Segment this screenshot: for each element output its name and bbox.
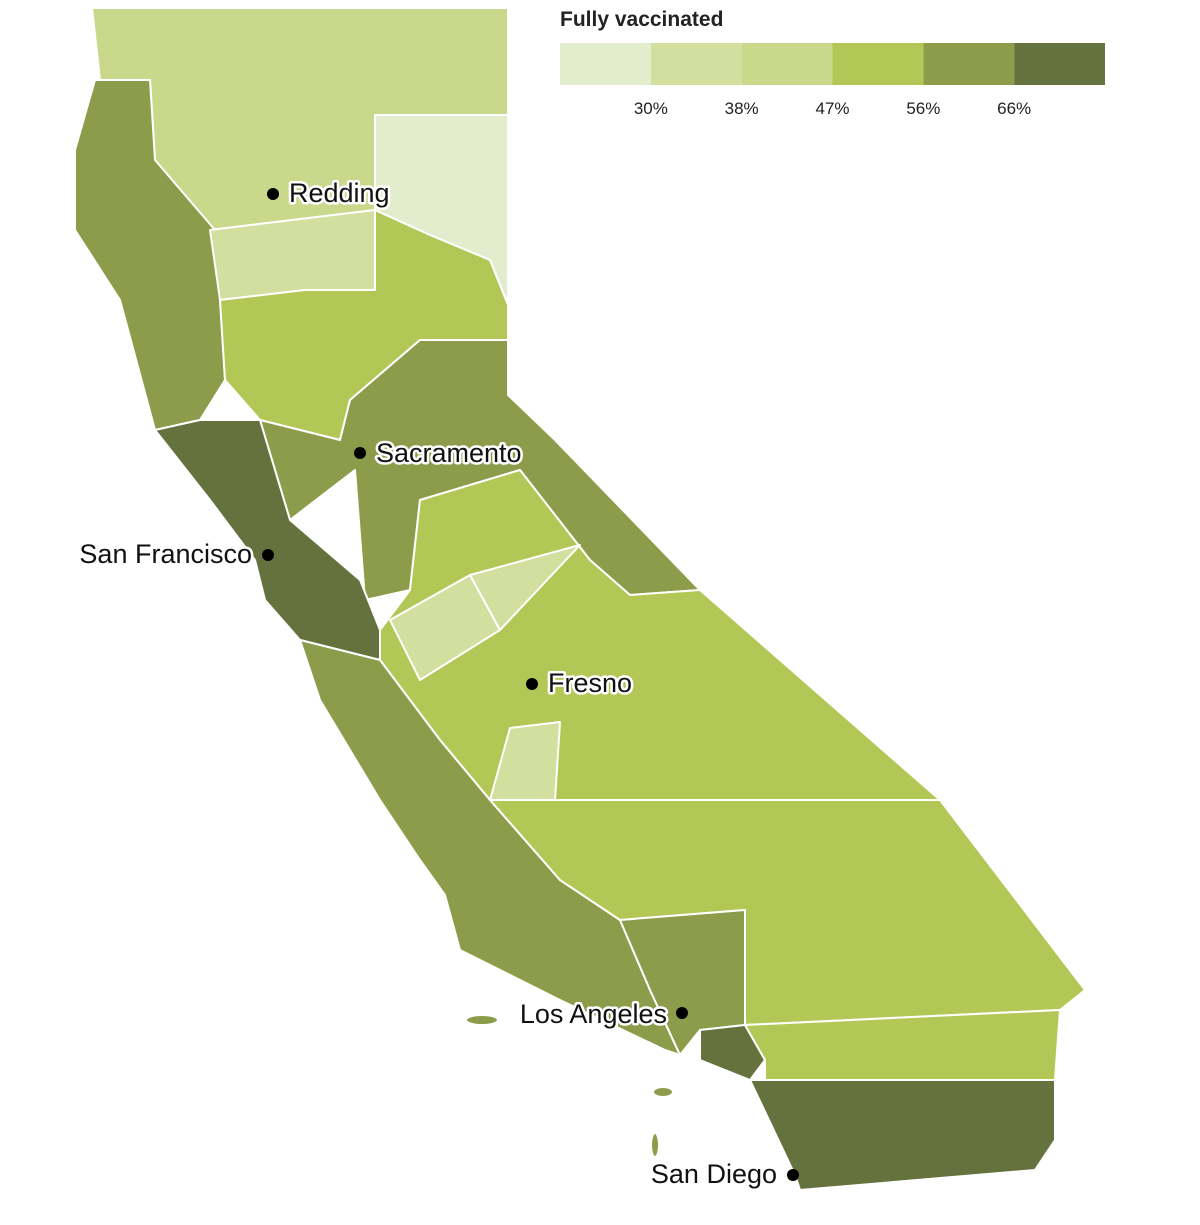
legend-title: Fully vaccinated (560, 8, 723, 31)
legend-swatch (650, 43, 742, 85)
island (650, 1132, 660, 1158)
county-region (469, 544, 581, 631)
legend-break: 38% (725, 99, 759, 118)
city-dot (787, 1169, 799, 1181)
cities: Redding Sacramento San Francisco Fresno … (77, 176, 799, 1192)
legend-swatch (1014, 43, 1105, 85)
legend-break: 47% (815, 99, 849, 118)
city-dot (676, 1007, 688, 1019)
legend: Fully vaccinated 30% 38% 47% 56% 66% (560, 8, 1105, 118)
legend-break: 30% (634, 99, 668, 118)
county-region (749, 1079, 1056, 1191)
legend-swatch (741, 43, 833, 85)
city-label: Los Angeles (520, 999, 667, 1029)
city-label: Fresno (548, 668, 632, 698)
city-dot (262, 549, 274, 561)
city-dot (267, 188, 279, 200)
city-dot (354, 447, 366, 459)
county-region (699, 1024, 766, 1081)
legend-swatch (923, 43, 1015, 85)
legend-swatch (832, 43, 924, 85)
city-label: Sacramento (376, 438, 522, 468)
county-region (379, 469, 941, 801)
city-label: San Francisco (79, 539, 252, 569)
county-region (299, 639, 681, 1056)
counties (74, 7, 1086, 1191)
island (652, 1086, 674, 1098)
legend-swatch (560, 43, 651, 85)
city-dot (526, 678, 538, 690)
city-label: Redding (289, 178, 390, 208)
legend-break: 56% (906, 99, 940, 118)
island (465, 1014, 499, 1026)
city-label: San Diego (651, 1159, 777, 1189)
legend-break: 66% (997, 99, 1031, 118)
